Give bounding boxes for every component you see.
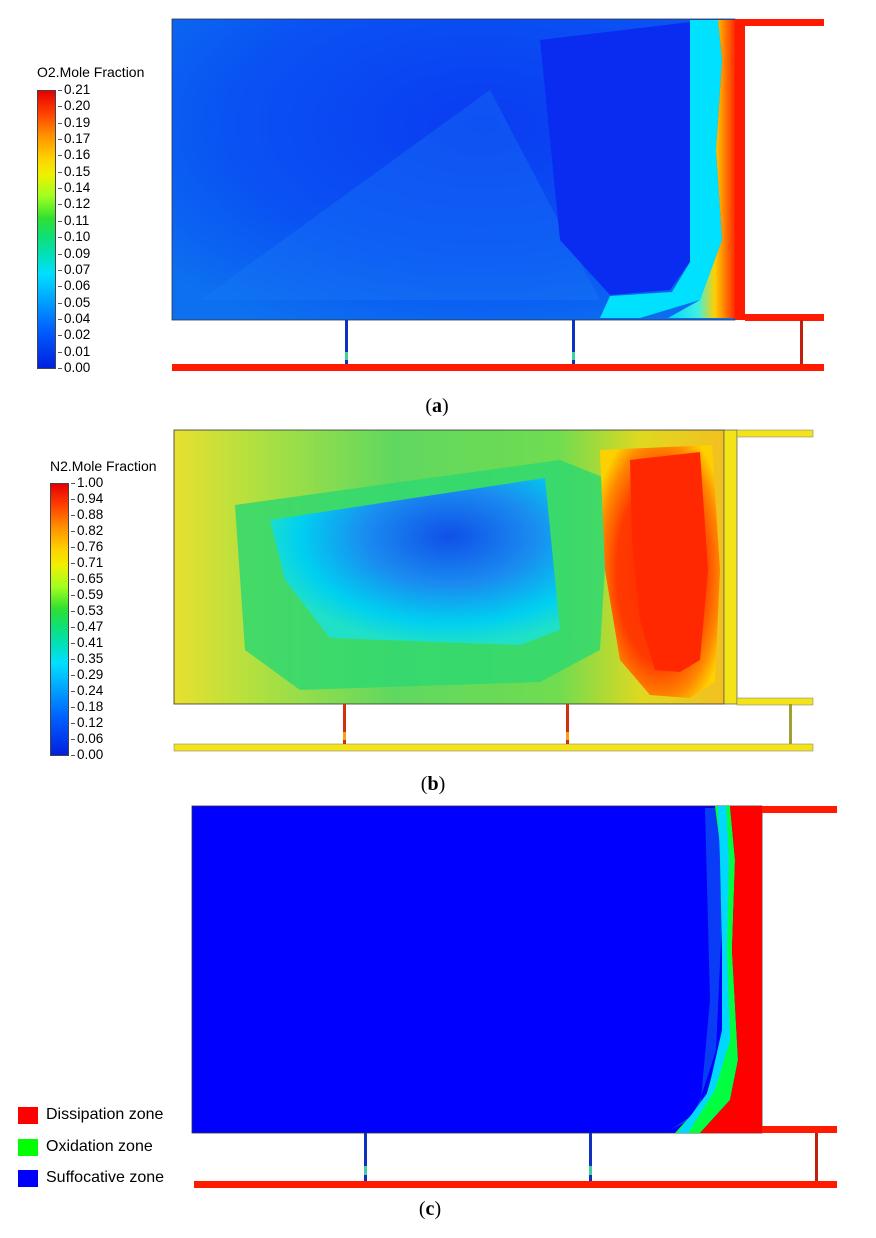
n2-tick-label: 0.29 bbox=[70, 667, 104, 682]
o2-tick-label: 0.15 bbox=[57, 163, 91, 179]
n2-tick-label: 0.82 bbox=[70, 523, 104, 538]
legend-item-suffocative: Suffocative zone bbox=[18, 1168, 164, 1188]
legend-item-oxidation: Oxidation zone bbox=[18, 1137, 153, 1157]
o2-contour-plot bbox=[171, 18, 824, 371]
zone-plot bbox=[191, 805, 837, 1188]
n2-tick-label: 0.59 bbox=[70, 587, 104, 602]
o2-tick-label: 0.10 bbox=[57, 229, 91, 245]
colorbar-n2 bbox=[50, 483, 69, 756]
o2-tick-label: 0.21 bbox=[57, 82, 91, 97]
o2-tick-label: 0.09 bbox=[57, 245, 91, 261]
n2-tick-label: 1.00 bbox=[70, 475, 104, 490]
o2-tick-label: 0.00 bbox=[57, 360, 91, 375]
n2-tick-label: 0.24 bbox=[70, 683, 104, 698]
o2-tick-label: 0.04 bbox=[57, 310, 91, 326]
n2-tick-label: 0.53 bbox=[70, 603, 104, 618]
n2-tick-label: 0.12 bbox=[70, 715, 104, 730]
colorbar-title-o2: O2.Mole Fraction bbox=[37, 64, 145, 80]
legend-label-suffocative: Suffocative zone bbox=[46, 1169, 165, 1186]
legend-item-dissipation: Dissipation zone bbox=[18, 1105, 163, 1125]
legend-swatch-oxidation bbox=[18, 1138, 38, 1156]
n2-contour-plot bbox=[173, 429, 814, 752]
caption-a: (a) bbox=[425, 395, 449, 417]
o2-tick-label: 0.11 bbox=[57, 212, 90, 228]
colorbar-o2 bbox=[37, 90, 56, 369]
o2-tick-label: 0.07 bbox=[57, 261, 91, 277]
n2-tick-label: 0.76 bbox=[70, 539, 104, 554]
o2-tick-label: 0.17 bbox=[57, 131, 91, 147]
n2-tick-label: 0.94 bbox=[70, 491, 104, 506]
n2-tick-label: 0.88 bbox=[70, 507, 104, 522]
o2-tick-label: 0.12 bbox=[57, 196, 91, 212]
legend-label-oxidation: Oxidation zone bbox=[46, 1138, 153, 1155]
o2-tick-label: 0.01 bbox=[57, 343, 91, 359]
o2-tick-label: 0.05 bbox=[57, 294, 91, 310]
o2-tick-label: 0.02 bbox=[57, 327, 91, 343]
n2-tick-label: 0.06 bbox=[70, 731, 104, 746]
n2-tick-label: 0.65 bbox=[70, 571, 104, 586]
colorbar-title-n2: N2.Mole Fraction bbox=[50, 458, 157, 474]
o2-tick-label: 0.06 bbox=[57, 278, 91, 294]
n2-tick-label: 0.00 bbox=[70, 747, 104, 762]
o2-tick-label: 0.19 bbox=[57, 114, 91, 130]
legend-swatch-suffocative bbox=[18, 1169, 38, 1187]
n2-tick-label: 0.71 bbox=[70, 555, 104, 570]
n2-tick-label: 0.47 bbox=[70, 619, 104, 634]
legend-swatch-dissipation bbox=[18, 1106, 38, 1124]
n2-tick-label: 0.41 bbox=[70, 635, 104, 650]
n2-tick-label: 0.35 bbox=[70, 651, 104, 666]
o2-tick-label: 0.16 bbox=[57, 147, 91, 163]
n2-tick-label: 0.18 bbox=[70, 699, 104, 714]
legend-label-dissipation: Dissipation zone bbox=[46, 1106, 164, 1123]
caption-c: (c) bbox=[418, 1198, 442, 1220]
o2-tick-label: 0.20 bbox=[57, 98, 91, 114]
caption-b: (b) bbox=[420, 773, 446, 795]
o2-tick-label: 0.14 bbox=[57, 180, 91, 196]
